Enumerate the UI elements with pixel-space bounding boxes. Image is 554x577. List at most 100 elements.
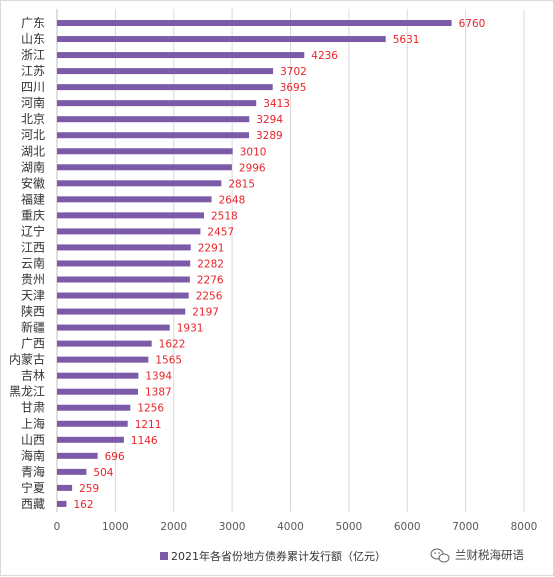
wechat-icon <box>430 548 450 563</box>
data-label: 3294 <box>256 114 283 126</box>
bar-四川 <box>57 84 273 91</box>
category-label: 河南 <box>21 95 45 110</box>
category-labels: 广东山东浙江江苏四川河南北京河北湖北湖南安徽福建重庆辽宁江西云南贵州天津陕西新疆… <box>9 16 45 511</box>
data-label: 2518 <box>211 210 238 222</box>
data-label: 2648 <box>219 194 246 206</box>
legend-swatch <box>160 552 168 560</box>
category-label: 福建 <box>21 191 45 206</box>
x-tick-label: 3000 <box>219 521 246 533</box>
bar-青海 <box>57 468 87 475</box>
legend: 2021年各省份地方债券累计发行额（亿元） <box>160 549 386 563</box>
bar-广西 <box>57 340 152 347</box>
data-label: 6760 <box>459 18 486 30</box>
category-label: 贵州 <box>21 272 45 286</box>
data-label: 696 <box>105 451 125 463</box>
bar-天津 <box>57 292 189 299</box>
bar-福建 <box>57 196 212 203</box>
bar-云南 <box>57 260 191 267</box>
data-label: 2197 <box>192 307 219 319</box>
category-label: 山西 <box>21 433 45 447</box>
category-label: 西藏 <box>21 497 45 511</box>
data-label: 3413 <box>263 98 290 110</box>
bar-河北 <box>57 132 249 139</box>
data-label: 1146 <box>131 435 158 447</box>
data-label: 2815 <box>228 178 255 190</box>
category-label: 青海 <box>21 464 45 479</box>
data-label: 2291 <box>198 242 225 254</box>
data-label: 162 <box>73 499 93 511</box>
x-tick-label: 5000 <box>336 521 363 533</box>
data-label: 2996 <box>239 162 266 174</box>
bar-甘肃 <box>57 404 131 411</box>
category-label: 河北 <box>21 128 45 142</box>
category-label: 广西 <box>21 337 45 351</box>
category-label: 广东 <box>21 16 45 30</box>
x-tick-label: 7000 <box>452 521 479 533</box>
category-label: 湖北 <box>21 143 45 158</box>
data-label: 1565 <box>155 355 182 367</box>
bars <box>57 20 452 507</box>
x-tick-label: 8000 <box>511 521 538 533</box>
data-label: 1256 <box>137 403 164 415</box>
category-label: 安徽 <box>21 175 45 190</box>
x-tick-label: 1000 <box>102 521 129 533</box>
category-label: 四川 <box>21 80 45 94</box>
data-label: 1211 <box>135 419 162 431</box>
data-label: 3702 <box>280 66 307 78</box>
x-tick-labels: 0 1000 2000 3000 4000 5000 6000 7000 8000 <box>54 521 538 533</box>
bar-山东 <box>57 36 386 43</box>
category-label: 吉林 <box>21 369 45 383</box>
category-label: 江西 <box>21 240 45 254</box>
category-label: 内蒙古 <box>9 352 45 367</box>
grid-lines <box>56 9 525 512</box>
data-label: 1931 <box>177 323 204 335</box>
data-label: 3010 <box>240 146 267 158</box>
category-label: 辽宁 <box>21 223 45 238</box>
category-label: 江苏 <box>21 64 45 78</box>
bar-贵州 <box>57 276 190 283</box>
data-label: 2457 <box>207 226 234 238</box>
data-label: 2276 <box>197 274 224 286</box>
bar-陕西 <box>57 308 186 315</box>
bar-浙江 <box>57 52 305 59</box>
x-tick-label: 0 <box>54 521 61 533</box>
bar-湖北 <box>57 148 233 155</box>
bar-湖南 <box>57 164 232 171</box>
category-label: 云南 <box>21 255 45 270</box>
watermark: 兰财税海研语 <box>430 548 524 563</box>
bar-宁夏 <box>57 484 73 491</box>
bar-江西 <box>57 244 191 251</box>
data-label: 504 <box>93 467 113 479</box>
bar-内蒙古 <box>57 356 149 363</box>
bar-北京 <box>57 116 250 123</box>
category-label: 新疆 <box>21 320 45 335</box>
bar-海南 <box>57 452 98 459</box>
data-label: 1387 <box>145 387 172 399</box>
category-label: 上海 <box>21 416 45 431</box>
category-label: 湖南 <box>21 159 45 174</box>
bar-黑龙江 <box>57 388 138 395</box>
x-tick-label: 6000 <box>394 521 421 533</box>
bar-江苏 <box>57 68 274 75</box>
bar-河南 <box>57 100 257 107</box>
category-label: 山东 <box>21 32 45 46</box>
data-label: 2282 <box>197 258 224 270</box>
data-label: 3695 <box>280 82 307 94</box>
bar-辽宁 <box>57 228 201 235</box>
category-label: 海南 <box>21 448 45 463</box>
data-label: 259 <box>79 483 99 495</box>
bar-重庆 <box>57 212 204 219</box>
legend-label: 2021年各省份地方债券累计发行额（亿元） <box>171 549 386 563</box>
data-label: 2256 <box>196 291 223 303</box>
category-label: 宁夏 <box>21 480 45 495</box>
data-label: 4236 <box>311 50 338 62</box>
category-label: 天津 <box>21 289 45 303</box>
data-label: 5631 <box>393 34 420 46</box>
x-tick-label: 4000 <box>277 521 304 533</box>
category-label: 陕西 <box>21 304 45 319</box>
category-label: 甘肃 <box>21 401 45 415</box>
bar-西藏 <box>57 500 67 507</box>
category-label: 浙江 <box>21 48 45 62</box>
